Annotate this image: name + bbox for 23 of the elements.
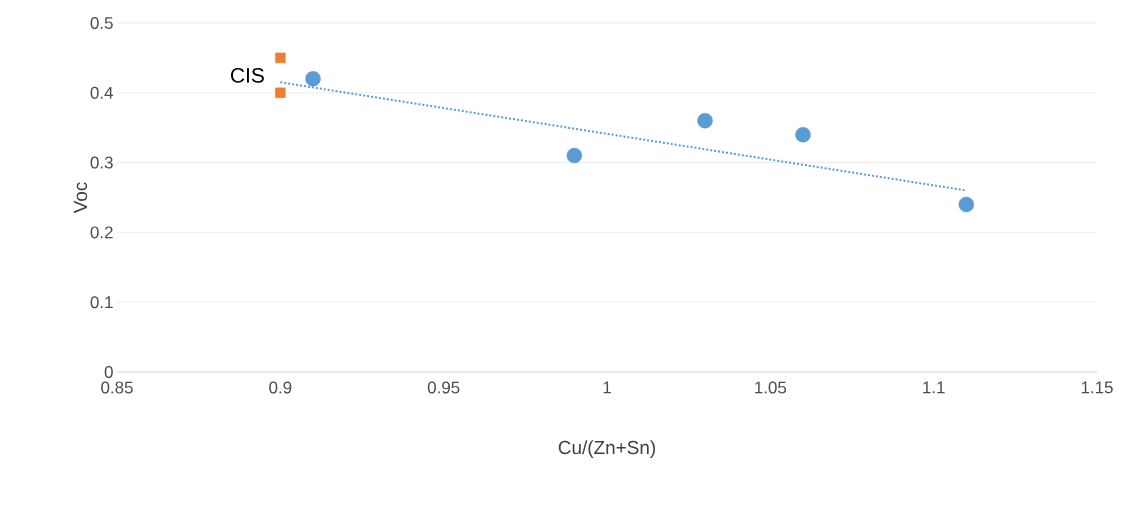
x-axis-title: Cu/(Zn+Sn) <box>558 440 656 458</box>
y-axis-title: Voc <box>73 182 88 214</box>
y-tick-label: 0.2 <box>90 226 113 239</box>
point <box>958 196 975 213</box>
y-tick-label: 0.3 <box>90 156 113 169</box>
x-tick-label: 1.1 <box>923 381 945 394</box>
point <box>697 113 713 129</box>
x-tick-label: 1.15 <box>1081 381 1113 394</box>
y-tick-label: 0 <box>104 365 113 378</box>
x-tick-label: 0.9 <box>269 381 292 394</box>
y-tick-label: 0.5 <box>90 16 113 29</box>
series-label: CIS <box>231 67 264 83</box>
x-tick-label: 0.85 <box>101 381 133 394</box>
point <box>275 87 286 98</box>
y-tick-label: 0.1 <box>90 296 113 309</box>
point <box>275 52 286 64</box>
point <box>566 147 583 164</box>
point <box>795 126 811 143</box>
x-tick-label: 1.05 <box>755 381 787 394</box>
point <box>305 71 321 87</box>
y-tick-label: 0.4 <box>90 86 113 99</box>
x-tick-label: 1 <box>603 381 611 394</box>
x-tick-label: 0.95 <box>427 381 460 394</box>
